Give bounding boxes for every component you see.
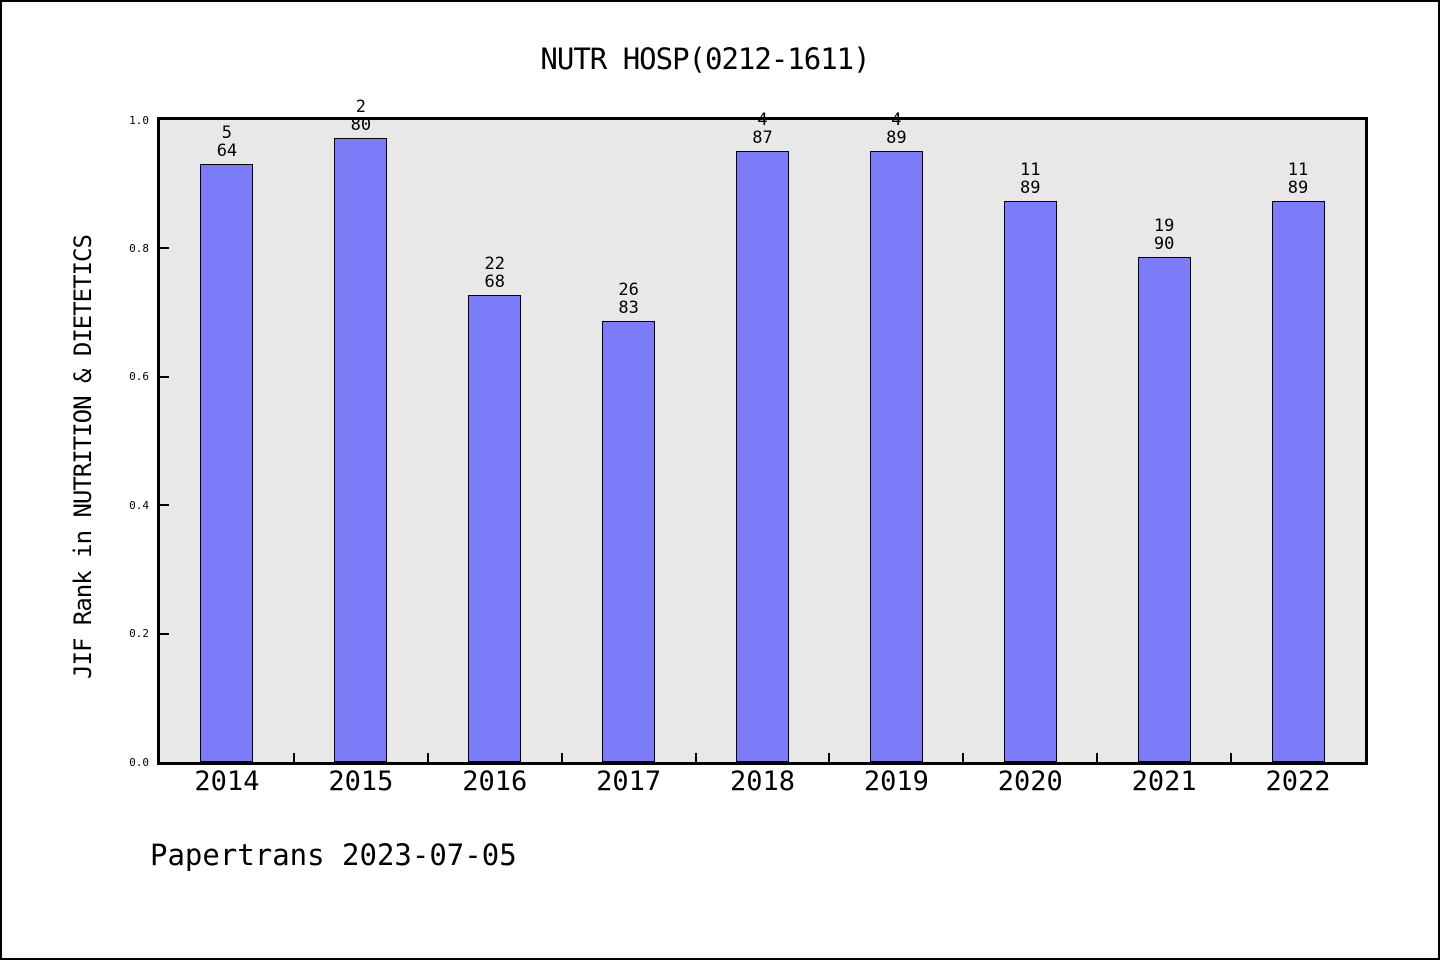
x-tick-label-2019: 2019 [863,766,929,797]
bar-rank-value: 19 [1153,216,1175,236]
bar-total-value: 89 [1287,178,1309,198]
y-tick-label-0.4: 0.4 [129,498,149,512]
bar-total-value: 64 [216,141,238,161]
bar-value-label-2020: 11 89 [1020,161,1040,197]
bar-value-label-2018: 4 87 [752,111,772,147]
bar-2020 [1003,201,1057,762]
x-minor-tick [1096,753,1099,762]
x-minor-tick [962,753,965,762]
bar-value-label-2022: 11 89 [1288,161,1308,197]
y-tick-label-1.0: 1.0 [129,113,149,127]
bar-total-value: 89 [1020,178,1041,198]
bar-rank-value: 4 [891,110,902,130]
bar-rank-value: 22 [484,254,505,274]
x-tick-label-2015: 2015 [328,766,394,797]
bar-2016 [468,295,522,762]
y-tick [160,247,169,250]
y-axis-label: JIF Rank in NUTRITION & DIETETICS [69,235,97,679]
x-tick-label-2018: 2018 [729,766,796,797]
bar-value-label-2014: 5 64 [217,124,237,160]
bar-rank-value: 4 [757,110,768,130]
bar-value-label-2021: 19 90 [1154,217,1174,253]
x-tick-label-2016: 2016 [462,766,528,797]
x-minor-tick [828,753,831,762]
y-tick [160,504,169,507]
chart-title: NUTR HOSP(0212-1611) [540,42,870,76]
bar-value-label-2019: 4 89 [886,111,906,147]
x-minor-tick [560,753,563,762]
x-tick-label-2020: 2020 [997,766,1063,797]
x-tick-label-2014: 2014 [194,766,260,797]
x-minor-tick [1230,753,1233,762]
bar-2014 [200,164,254,762]
x-minor-tick [694,753,697,762]
bar-rank-value: 5 [221,123,233,143]
bar-2021 [1137,257,1191,762]
y-tick-label-0.2: 0.2 [129,627,149,641]
bar-value-label-2017: 26 83 [618,281,638,317]
bar-total-value: 87 [752,128,773,148]
bar-2015 [334,138,388,762]
x-minor-tick [292,753,295,762]
x-tick-label-2022: 2022 [1265,766,1331,797]
x-tick-label-2017: 2017 [596,766,662,797]
watermark-text: Papertrans 2023-07-05 [150,838,517,872]
bar-value-label-2016: 22 68 [484,255,504,291]
plot-area: 5 64 2 80 22 68 26 83 4 87 4 89 11 89 19 90 11 89 [157,98,1368,765]
y-tick-label-0.6: 0.6 [129,370,149,384]
bar-2017 [602,321,656,762]
bar-rank-value: 2 [355,97,366,117]
bar-rank-value: 11 [1287,160,1309,180]
bar-2022 [1271,201,1325,762]
bar-rank-value: 26 [618,280,639,300]
y-tick [160,375,169,378]
y-tick-label-0.8: 0.8 [129,241,149,255]
bar-total-value: 80 [350,115,372,135]
x-minor-tick [426,753,429,762]
bar-value-label-2015: 2 80 [351,98,371,134]
bar-rank-value: 11 [1020,160,1041,180]
x-tick-label-2021: 2021 [1131,766,1197,797]
bar-total-value: 89 [886,128,907,148]
bar-total-value: 83 [618,298,639,318]
bar-total-value: 90 [1153,234,1175,254]
y-tick-label-0.0: 0.0 [129,755,149,769]
bar-2019 [869,151,923,762]
bar-total-value: 68 [484,272,505,292]
bar-2018 [736,151,789,762]
y-tick [160,632,169,635]
